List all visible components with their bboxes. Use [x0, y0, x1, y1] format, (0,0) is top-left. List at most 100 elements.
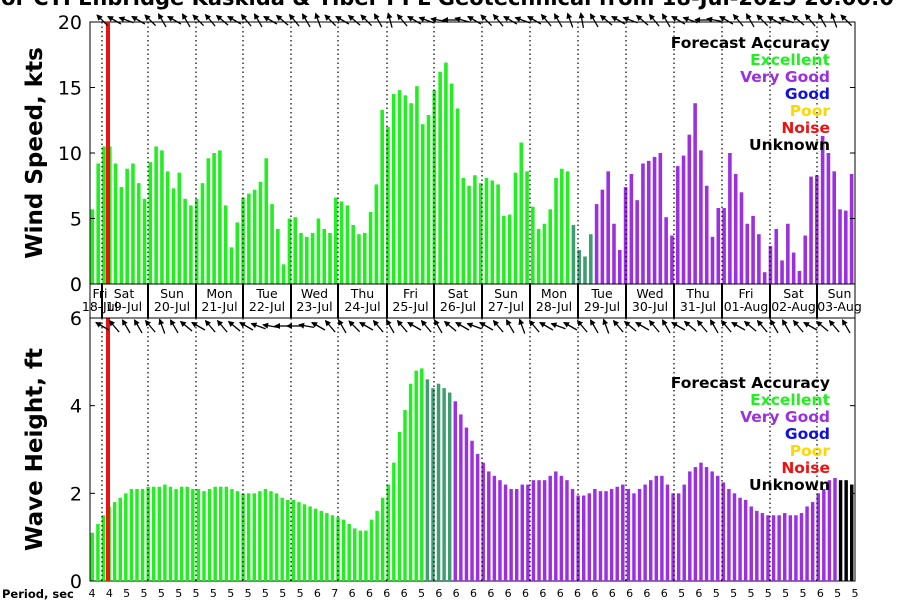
wave-direction-arrow [492, 319, 504, 333]
period-value: 7 [331, 587, 338, 600]
wind-bar [415, 86, 419, 284]
wind-bar [345, 205, 350, 284]
wave-bar [559, 475, 564, 581]
wind-direction-arrow [181, 13, 191, 28]
wave-bar [414, 370, 418, 581]
day-name: Mon [541, 286, 567, 301]
wave-bar [503, 484, 508, 581]
wave-bar [755, 510, 759, 581]
wave-bar [358, 530, 363, 581]
wind-bar [600, 189, 605, 284]
wind-bar [96, 163, 100, 284]
wind-direction-arrow [263, 15, 278, 25]
wind-bar [432, 90, 437, 285]
wave-ytick-label: 6 [70, 308, 82, 330]
wind-bar [264, 158, 269, 284]
wind-bar [565, 171, 570, 284]
wave-bar [185, 486, 189, 581]
wind-bar [449, 83, 454, 284]
wave-bar [313, 508, 318, 581]
wave-bar [447, 392, 452, 581]
wind-frame [89, 21, 856, 285]
wave-direction-arrow [769, 319, 779, 334]
period-value: 4 [89, 587, 96, 600]
day-date: 02-Aug [771, 299, 816, 314]
period-value: 6 [574, 587, 581, 600]
wave-bar [230, 488, 234, 581]
wave-bar [470, 440, 474, 581]
wave-bar [531, 480, 536, 581]
wave-direction-arrow [756, 319, 768, 333]
wave-direction-arrow [731, 321, 746, 331]
wind-bar [218, 150, 222, 284]
period-value: 6 [522, 587, 529, 600]
wind-direction-arrow [167, 15, 182, 25]
wave-bar [766, 515, 770, 581]
wave-bar [514, 488, 519, 581]
wind-direction-arrow [840, 14, 853, 27]
wind-direction-arrow [131, 15, 146, 25]
wave-direction-arrow [337, 319, 347, 334]
period-label: Period, sec [2, 587, 74, 600]
wind-bar [635, 200, 639, 284]
wave-direction-arrow [216, 319, 228, 333]
wave-bar [403, 410, 407, 581]
wind-bar [664, 217, 668, 284]
wave-direction-arrow [623, 320, 637, 332]
wave-direction-arrow [407, 321, 422, 331]
wave-bar [425, 379, 430, 581]
wave-bar [682, 484, 686, 581]
wind-bar [519, 142, 524, 284]
wind-bar [362, 232, 367, 284]
wave-bar [386, 484, 391, 581]
period-value: 6 [817, 587, 824, 600]
wave-direction-arrow [709, 319, 719, 334]
wave-bar [810, 502, 815, 581]
wave-direction-arrow [95, 321, 110, 331]
wind-bar [258, 181, 263, 284]
wave-bar [542, 480, 547, 581]
wave-bar [699, 462, 703, 581]
wave-ytick-label: 2 [70, 483, 82, 505]
wind-direction-arrow [648, 13, 660, 27]
wind-direction-arrow [756, 14, 769, 27]
wind-direction-arrow [492, 13, 504, 27]
wave-bar [570, 488, 575, 581]
wind-bar [357, 234, 361, 284]
wave-direction-arrow [311, 321, 326, 331]
wave-direction-arrow [683, 320, 697, 332]
wave-bar [146, 486, 150, 581]
day-date: 23-Jul [296, 299, 332, 314]
wave-bar [196, 488, 201, 581]
wind-bar [745, 223, 750, 284]
wave-bar [436, 383, 441, 581]
wave-bar [648, 480, 653, 581]
wind-bar [368, 211, 373, 284]
wave-bar [219, 486, 223, 581]
wave-bar [615, 486, 619, 581]
day-date: 18-Jul [82, 299, 118, 314]
wind-bar [131, 163, 135, 284]
wind-bar [791, 252, 796, 284]
wind-bar [339, 201, 344, 284]
wave-direction-arrow [505, 319, 515, 334]
wind-bar [310, 232, 315, 284]
day-name: Fri [93, 286, 108, 301]
wind-direction-arrow [503, 15, 518, 25]
wave-bar [593, 488, 597, 581]
day-name: Sat [783, 286, 804, 301]
wind-bar [560, 168, 564, 284]
wave-bar [548, 475, 552, 581]
wind-bar [646, 160, 651, 284]
wave-bar [280, 497, 284, 581]
wind-direction-arrow [540, 13, 552, 27]
wind-bar [594, 204, 599, 284]
period-value: 5 [730, 587, 737, 600]
period-value: 6 [539, 587, 546, 600]
wind-direction-arrow [215, 14, 229, 26]
wind-direction-arrow [719, 15, 734, 25]
wave-direction-arrow [324, 319, 336, 333]
day-name: Fri [403, 286, 418, 301]
wave-direction-arrow [385, 319, 395, 334]
